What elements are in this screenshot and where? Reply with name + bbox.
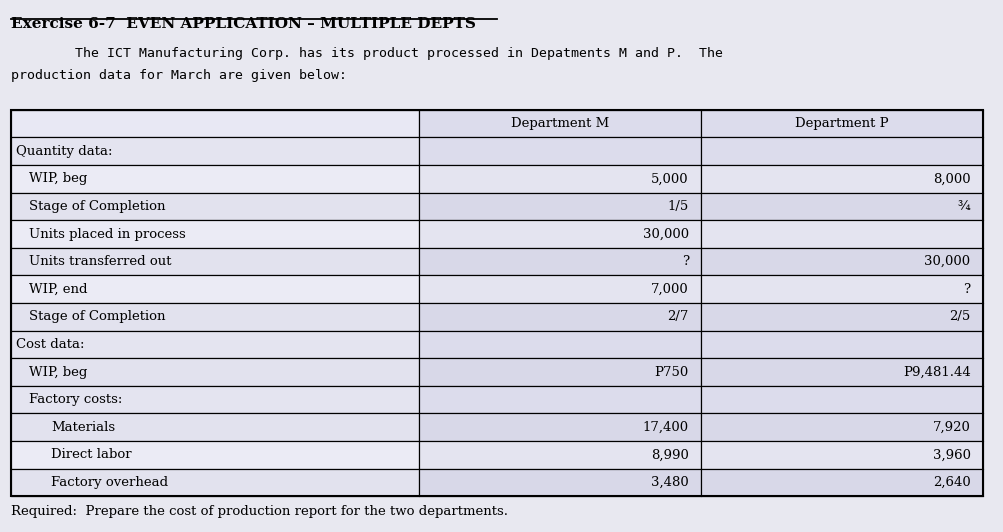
Polygon shape — [11, 220, 419, 248]
Polygon shape — [700, 386, 982, 413]
Text: The ICT Manufacturing Corp. has its product processed in Depatments M and P.  Th: The ICT Manufacturing Corp. has its prod… — [11, 47, 723, 61]
Text: WIP, beg: WIP, beg — [29, 365, 87, 379]
Text: ?: ? — [963, 282, 970, 296]
Text: Factory overhead: Factory overhead — [51, 476, 169, 489]
Polygon shape — [419, 110, 700, 137]
Polygon shape — [700, 358, 982, 386]
Text: 1/5: 1/5 — [667, 200, 688, 213]
Text: Stage of Completion: Stage of Completion — [29, 310, 165, 323]
Text: P750: P750 — [654, 365, 688, 379]
Polygon shape — [419, 193, 700, 220]
Polygon shape — [700, 165, 982, 193]
Polygon shape — [419, 165, 700, 193]
Text: Quantity data:: Quantity data: — [16, 145, 112, 158]
Polygon shape — [11, 165, 419, 193]
Text: 8,000: 8,000 — [932, 172, 970, 185]
Polygon shape — [419, 469, 700, 496]
Text: Factory costs:: Factory costs: — [29, 393, 122, 406]
Polygon shape — [419, 358, 700, 386]
Text: Cost data:: Cost data: — [16, 338, 85, 351]
Text: 2,640: 2,640 — [932, 476, 970, 489]
Polygon shape — [11, 193, 419, 220]
Text: 3,960: 3,960 — [932, 448, 970, 461]
Text: Stage of Completion: Stage of Completion — [29, 200, 165, 213]
Text: ¾: ¾ — [957, 200, 970, 213]
Polygon shape — [700, 469, 982, 496]
Text: 30,000: 30,000 — [924, 255, 970, 268]
Polygon shape — [11, 358, 419, 386]
Text: 2/5: 2/5 — [949, 310, 970, 323]
Text: 8,990: 8,990 — [650, 448, 688, 461]
Polygon shape — [700, 303, 982, 331]
Polygon shape — [700, 137, 982, 165]
Polygon shape — [419, 331, 700, 358]
Text: 2/7: 2/7 — [667, 310, 688, 323]
Text: WIP, end: WIP, end — [29, 282, 88, 296]
Text: Required:  Prepare the cost of production report for the two departments.: Required: Prepare the cost of production… — [11, 505, 508, 518]
Text: 7,920: 7,920 — [932, 421, 970, 434]
Text: Units transferred out: Units transferred out — [29, 255, 172, 268]
Polygon shape — [11, 276, 419, 303]
Polygon shape — [700, 413, 982, 441]
Polygon shape — [700, 276, 982, 303]
Text: Department M: Department M — [511, 117, 609, 130]
Polygon shape — [11, 248, 419, 276]
Text: P9,481.44: P9,481.44 — [902, 365, 970, 379]
Text: Exercise 6-7  EVEN APPLICATION – MULTIPLE DEPTS: Exercise 6-7 EVEN APPLICATION – MULTIPLE… — [11, 17, 475, 31]
Polygon shape — [11, 386, 419, 413]
Polygon shape — [700, 220, 982, 248]
Polygon shape — [11, 110, 419, 137]
Polygon shape — [419, 276, 700, 303]
Text: Materials: Materials — [51, 421, 115, 434]
Text: 30,000: 30,000 — [642, 228, 688, 240]
Polygon shape — [700, 248, 982, 276]
Polygon shape — [11, 413, 419, 441]
Text: 7,000: 7,000 — [651, 282, 688, 296]
Polygon shape — [11, 331, 419, 358]
Polygon shape — [700, 331, 982, 358]
Polygon shape — [700, 110, 982, 137]
Text: Direct labor: Direct labor — [51, 448, 132, 461]
Polygon shape — [419, 220, 700, 248]
Polygon shape — [700, 193, 982, 220]
Text: 17,400: 17,400 — [642, 421, 688, 434]
Text: 3,480: 3,480 — [651, 476, 688, 489]
Text: ?: ? — [681, 255, 688, 268]
Polygon shape — [419, 441, 700, 469]
Polygon shape — [11, 469, 419, 496]
Polygon shape — [419, 413, 700, 441]
Polygon shape — [419, 386, 700, 413]
Polygon shape — [11, 441, 419, 469]
Polygon shape — [419, 248, 700, 276]
Polygon shape — [419, 303, 700, 331]
Text: Department P: Department P — [794, 117, 888, 130]
Polygon shape — [11, 137, 419, 165]
Text: 5,000: 5,000 — [651, 172, 688, 185]
Text: production data for March are given below:: production data for March are given belo… — [11, 69, 347, 82]
Polygon shape — [419, 137, 700, 165]
Text: WIP, beg: WIP, beg — [29, 172, 87, 185]
Polygon shape — [11, 303, 419, 331]
Text: Units placed in process: Units placed in process — [29, 228, 186, 240]
Polygon shape — [700, 441, 982, 469]
